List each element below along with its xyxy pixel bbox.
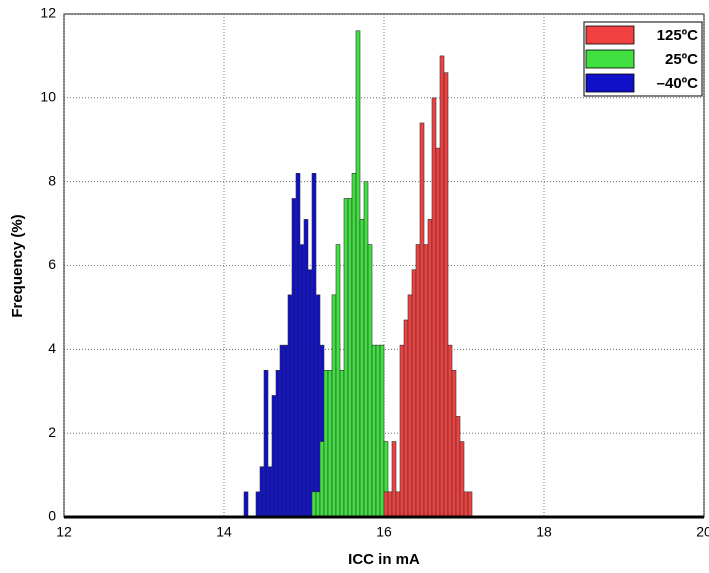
bar (259, 466, 265, 518)
bar (351, 172, 357, 518)
bar (243, 491, 249, 518)
bar (275, 369, 281, 518)
bar (451, 369, 457, 518)
x-tick-label: 18 (536, 524, 552, 540)
bar (419, 122, 425, 518)
bar (383, 491, 389, 518)
bar (291, 198, 297, 518)
bar (335, 244, 341, 518)
y-tick-label: 8 (48, 172, 56, 188)
bar (315, 294, 321, 518)
bar (427, 219, 433, 518)
bar (311, 172, 317, 518)
bar (395, 491, 401, 518)
bar (411, 269, 417, 518)
bar (331, 294, 337, 518)
bar (319, 441, 325, 518)
bar (387, 491, 393, 518)
bar (439, 55, 445, 518)
bar (459, 441, 465, 518)
bar (363, 181, 369, 518)
bar (287, 294, 293, 518)
bar (379, 344, 385, 518)
y-tick-label: 2 (48, 424, 56, 440)
bar (407, 294, 413, 518)
bar (271, 395, 277, 518)
y-tick-label: 4 (48, 340, 56, 356)
bar (463, 491, 469, 518)
x-tick-label: 12 (56, 524, 72, 540)
bar (255, 491, 261, 518)
legend-swatch (585, 73, 635, 93)
bar (347, 198, 353, 518)
y-axis-label: Frequency (%) (9, 214, 26, 317)
legend-label: 25ºC (665, 51, 698, 68)
bar (295, 172, 301, 518)
bar (279, 344, 285, 518)
y-tick-label: 10 (40, 89, 56, 105)
bar (455, 416, 461, 518)
bar (267, 466, 273, 518)
bar (359, 219, 365, 518)
bar (343, 198, 349, 518)
bar (283, 344, 289, 518)
bar (263, 369, 269, 518)
y-tick-label: 12 (40, 5, 56, 21)
bar (423, 244, 429, 518)
bar (311, 491, 317, 518)
legend-swatch (585, 25, 635, 45)
bar (415, 244, 421, 518)
x-tick-label: 20 (696, 524, 709, 540)
bar (323, 369, 329, 518)
bar (431, 97, 437, 518)
bar (403, 319, 409, 518)
bar (315, 491, 321, 518)
y-tick-label: 0 (48, 508, 56, 524)
y-tick-label: 6 (48, 256, 56, 272)
legend-swatch (585, 49, 635, 69)
bar (339, 369, 345, 518)
bar (375, 344, 381, 518)
x-axis-label: ICC in mA (348, 551, 420, 568)
bar (443, 72, 449, 518)
bar (447, 344, 453, 518)
bar (399, 344, 405, 518)
legend-label: –40ºC (657, 75, 699, 92)
bar (367, 244, 373, 518)
bar (299, 244, 305, 518)
bar (391, 441, 397, 518)
bar (435, 147, 441, 518)
x-tick-label: 14 (216, 524, 232, 540)
bar (467, 491, 473, 518)
bar (371, 344, 377, 518)
x-tick-label: 16 (376, 524, 392, 540)
bar (303, 219, 309, 518)
bar (355, 30, 361, 518)
bar (327, 369, 333, 518)
legend-label: 125ºC (657, 27, 699, 44)
bar (307, 269, 313, 518)
